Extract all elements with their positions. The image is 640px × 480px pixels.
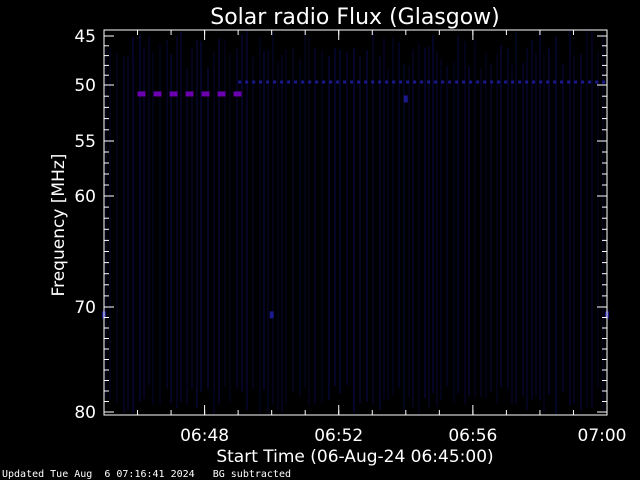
signal-band-segment	[441, 80, 445, 84]
signal-band-segment	[273, 80, 277, 84]
y-tick-label: 60	[74, 187, 96, 207]
y-tick-label: 45	[74, 27, 96, 47]
signal-band-segment	[525, 80, 529, 84]
signal-band-segment	[602, 80, 606, 84]
signal-band-segment	[238, 80, 242, 84]
signal-band-segment	[539, 80, 543, 84]
signal-band-segment	[427, 80, 431, 84]
bg-subtracted-note: BG subtracted	[212, 469, 291, 480]
x-tick-label: 06:48	[180, 426, 229, 446]
signal-band-segment	[308, 80, 312, 84]
signal-band-segment	[420, 80, 424, 84]
signal-band-segment	[462, 80, 466, 84]
signal-band-segment	[217, 91, 226, 97]
signal-band-segment	[385, 80, 389, 84]
signal-band-segment	[469, 80, 473, 84]
signal-band-segment	[546, 80, 550, 84]
signal-band-segment	[532, 80, 536, 84]
signal-band-segment	[476, 80, 480, 84]
signal-band-segment	[343, 80, 347, 84]
signal-band-segment	[357, 80, 361, 84]
signal-band-segment	[336, 80, 340, 84]
signal-blip	[403, 95, 408, 103]
x-axis-title: Start Time (06-Aug-24 06:45:00)	[216, 447, 493, 467]
y-tick-label: 80	[74, 403, 96, 423]
x-tick-label: 06:56	[448, 426, 497, 446]
y-axis-title: Frequency [MHz]	[49, 154, 69, 297]
signal-band-segment	[169, 91, 178, 97]
signal-band-segment	[294, 80, 298, 84]
signal-band-segment	[518, 80, 522, 84]
x-tick-label: 06:52	[314, 426, 363, 446]
signal-band-segment	[406, 80, 410, 84]
signal-band-segment	[233, 91, 242, 97]
signal-band-segment	[266, 80, 270, 84]
signal-band-segment	[413, 80, 417, 84]
signal-band-segment	[392, 80, 396, 84]
signal-band-segment	[581, 80, 585, 84]
updated-timestamp: Updated Tue Aug 6 07:16:41 2024	[2, 469, 195, 480]
signal-band-segment	[259, 80, 263, 84]
signal-band-segment	[497, 80, 501, 84]
signal-band-segment	[378, 80, 382, 84]
signal-band-segment	[455, 80, 459, 84]
signal-band-segment	[364, 80, 368, 84]
signal-band-segment	[287, 80, 291, 84]
signal-band-segment	[483, 80, 487, 84]
signal-band-segment	[567, 80, 571, 84]
footer: Updated Tue Aug 6 07:16:41 2024 BG subtr…	[2, 469, 291, 480]
signal-band-segment	[371, 80, 375, 84]
x-tick-label: 07:00	[578, 426, 627, 446]
y-axis: 45 50 55 60 70 80	[74, 27, 607, 423]
signal-band-segment	[301, 80, 305, 84]
signal-band-segment	[504, 80, 508, 84]
y-tick-label: 55	[74, 132, 96, 152]
chart-title: Solar radio Flux (Glasgow)	[210, 5, 500, 30]
signal-band-segment	[350, 80, 354, 84]
signal-band-segment	[553, 80, 557, 84]
signal-band-segment	[434, 80, 438, 84]
signal-band-segment	[185, 91, 194, 97]
signal-band-segment	[137, 91, 146, 97]
signal-band-segment	[490, 80, 494, 84]
plot-frame	[103, 29, 608, 416]
y-tick-label: 50	[74, 76, 96, 96]
signal-band-segment	[448, 80, 452, 84]
signal-band-segment	[511, 80, 515, 84]
signal-band-segment	[399, 80, 403, 84]
signal-band-segment	[252, 80, 256, 84]
signal-band-segment	[153, 91, 162, 97]
x-axis: 06:48 06:52 06:56 07:00	[137, 30, 627, 446]
signal-blip	[269, 311, 274, 319]
signal-band-segment	[560, 80, 564, 84]
signal-band-segment	[322, 80, 326, 84]
signal-band-segment	[329, 80, 333, 84]
signal-band-segment	[574, 80, 578, 84]
signal-band-segment	[201, 91, 210, 97]
signal-band-segment	[595, 80, 599, 84]
signal-band-segment	[588, 80, 592, 84]
signal-band-segment	[245, 80, 249, 84]
y-tick-label: 70	[74, 298, 96, 318]
signal-band-segment	[315, 80, 319, 84]
spectrogram-noise	[105, 30, 604, 415]
signal-band-segment	[280, 80, 284, 84]
